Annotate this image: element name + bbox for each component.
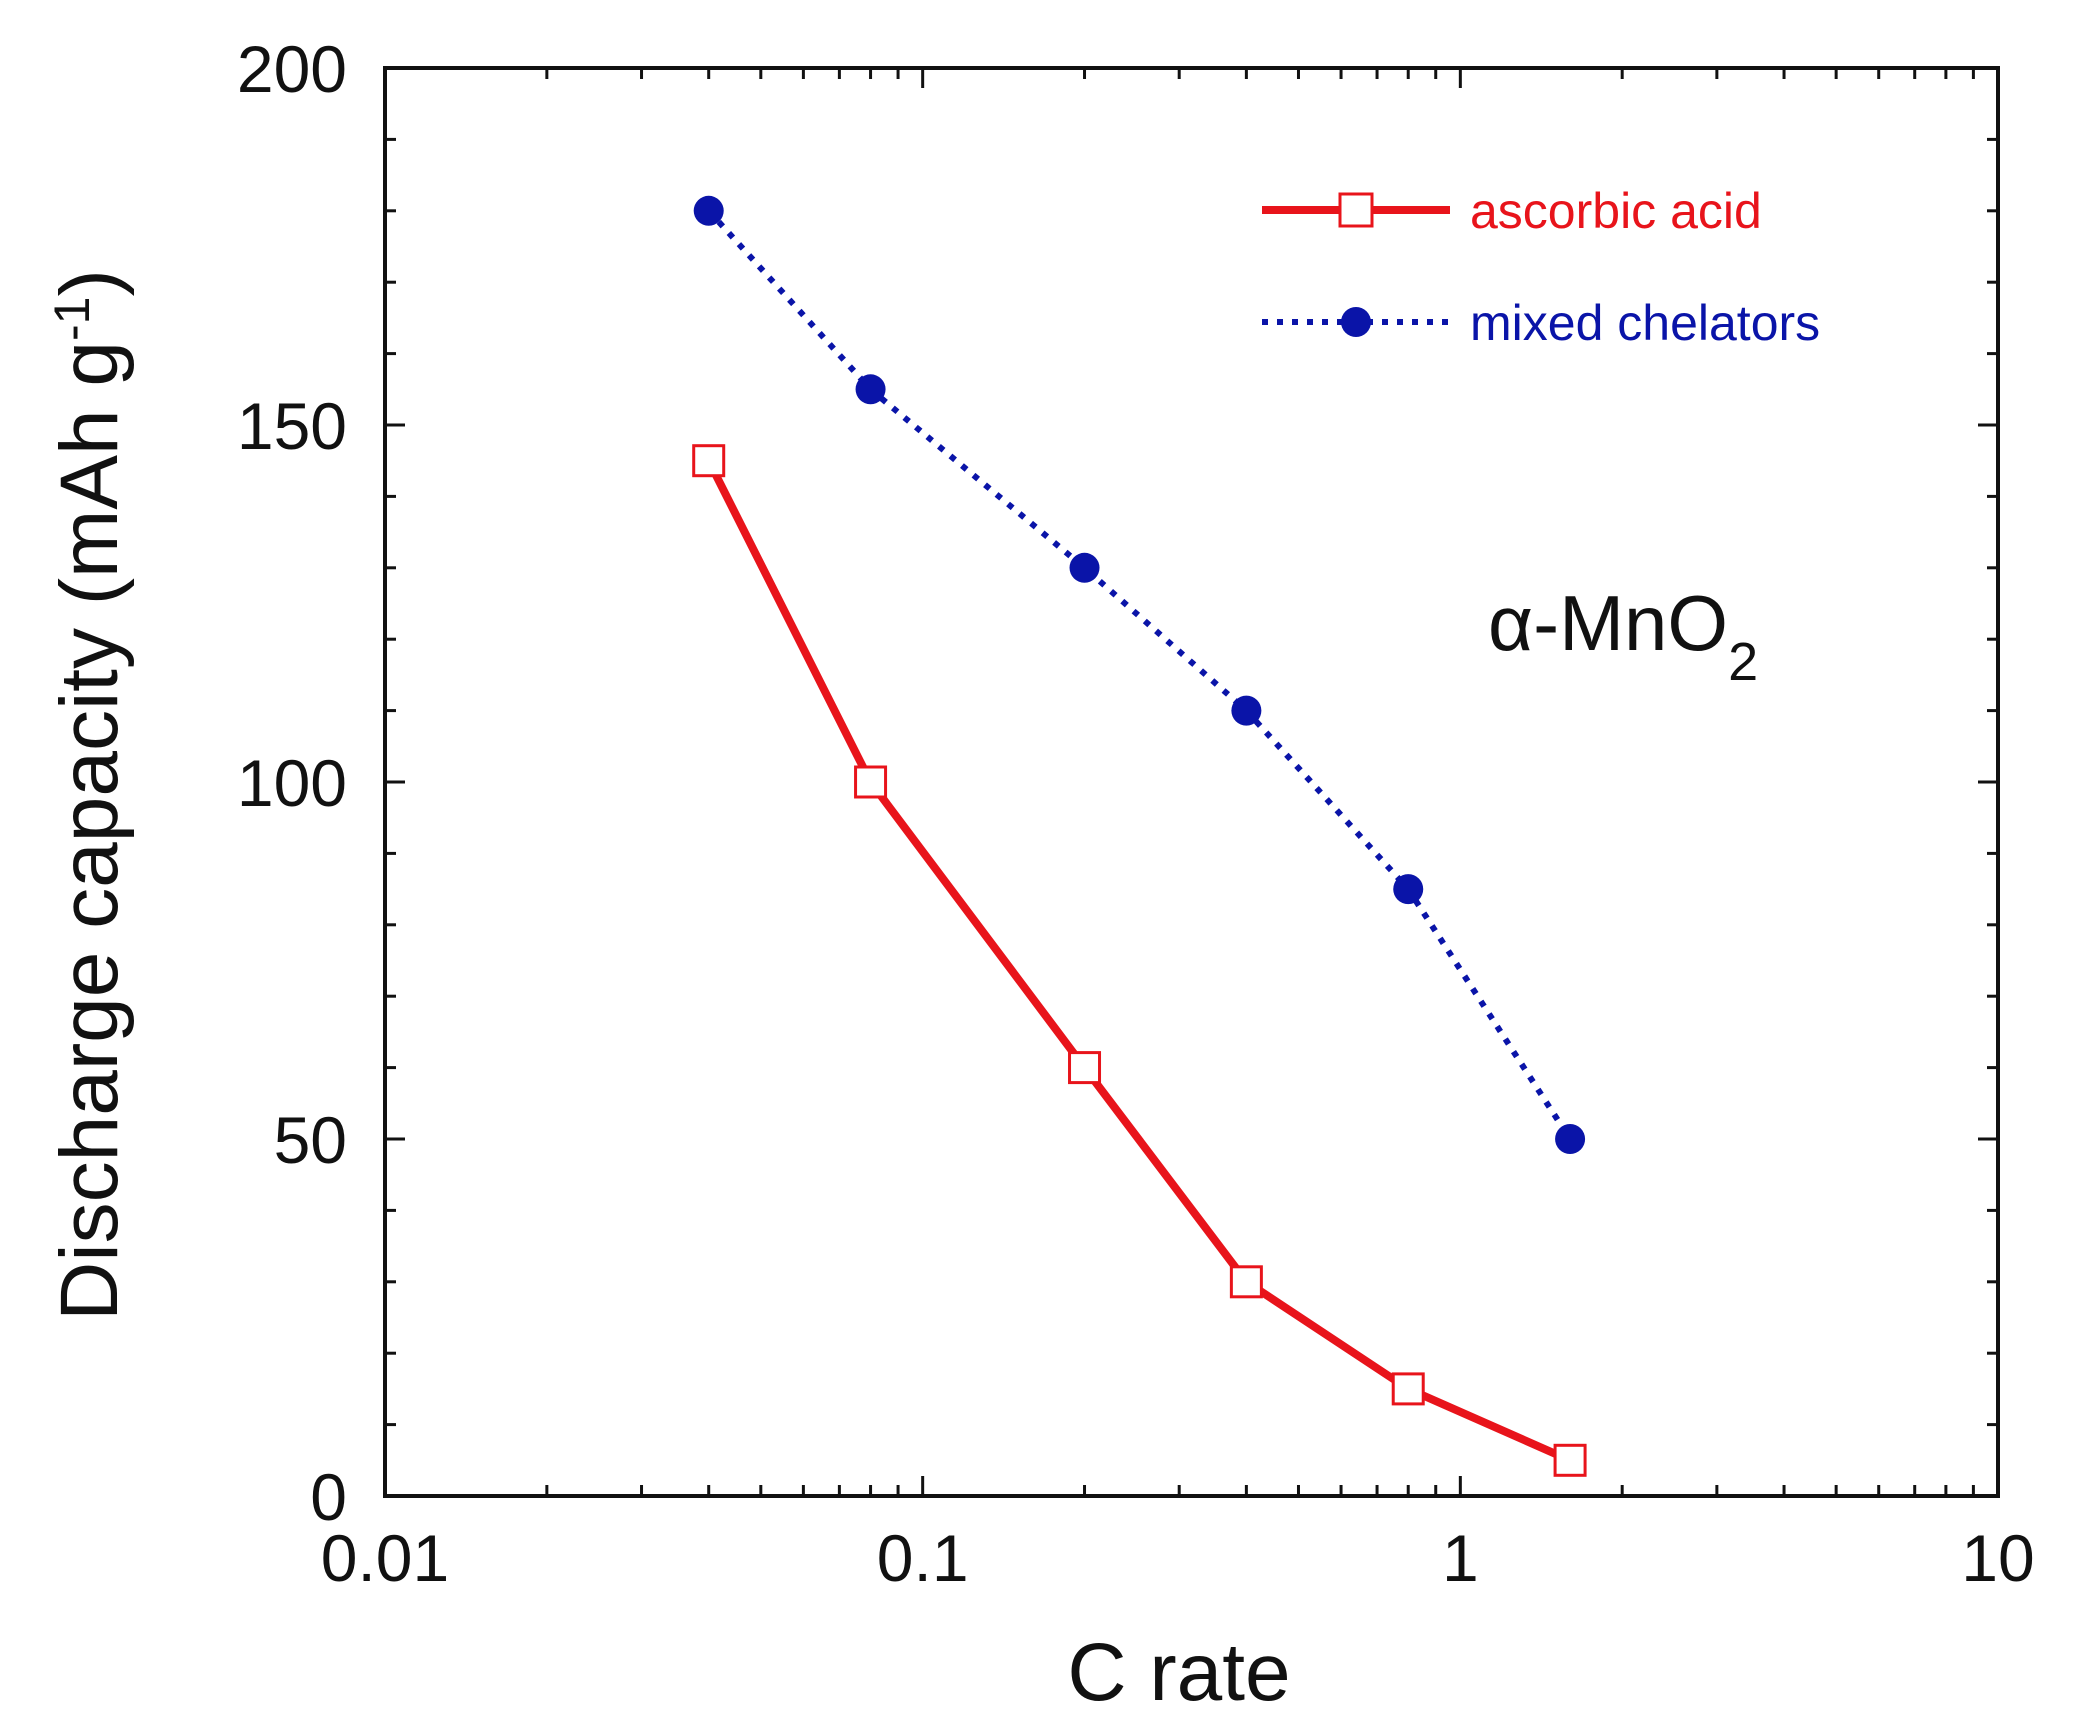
y-tick-label: 0 bbox=[310, 1460, 347, 1534]
legend-marker-mixed-chelators bbox=[1341, 307, 1371, 337]
plot-frame bbox=[383, 66, 2000, 1498]
data-point-mixed-chelators bbox=[1231, 695, 1262, 726]
major-ticks bbox=[383, 66, 2000, 1498]
data-point-ascorbic-acid bbox=[1068, 1051, 1102, 1085]
data-point-ascorbic-acid bbox=[1391, 1372, 1425, 1406]
series-mixed-chelators bbox=[693, 195, 1586, 1154]
series-line-mixed-chelators bbox=[706, 208, 1573, 1141]
data-point-ascorbic-acid bbox=[692, 444, 726, 478]
x-axis-title: C rate bbox=[1067, 1627, 1290, 1718]
y-axis-title: Discharge capacity (mAh g-1) bbox=[44, 269, 135, 1321]
minor-ticks bbox=[385, 68, 1998, 1496]
x-tick-label: 0.01 bbox=[321, 1521, 449, 1595]
y-tick-labels: 0 50 100 150 200 bbox=[237, 32, 347, 1534]
data-point-ascorbic-acid bbox=[854, 765, 888, 799]
x-tick-label: 10 bbox=[1961, 1521, 2034, 1595]
y-tick-label: 100 bbox=[237, 746, 347, 820]
annotation-subscript: 2 bbox=[1728, 632, 1758, 692]
series-ascorbic-acid bbox=[692, 444, 1587, 1477]
data-point-mixed-chelators bbox=[1393, 874, 1424, 905]
data-point-mixed-chelators bbox=[693, 195, 724, 226]
markers-mixed-chelators bbox=[693, 195, 1586, 1154]
data-point-mixed-chelators bbox=[1555, 1124, 1586, 1154]
data-point-ascorbic-acid bbox=[1553, 1443, 1587, 1477]
x-tick-label: 1 bbox=[1442, 1521, 1479, 1595]
y-tick-label: 50 bbox=[274, 1103, 347, 1177]
y-axis-title-superscript: -1 bbox=[44, 297, 100, 341]
legend: ascorbic acid mixed chelators bbox=[1262, 183, 1820, 351]
data-point-mixed-chelators bbox=[1069, 552, 1100, 583]
y-tick-label: 200 bbox=[237, 32, 347, 106]
series-line-ascorbic-acid bbox=[705, 458, 1572, 1464]
y-axis-title-close: ) bbox=[44, 269, 135, 296]
x-tick-label: 0.1 bbox=[877, 1521, 969, 1595]
legend-label-ascorbic-acid: ascorbic acid bbox=[1470, 183, 1762, 239]
data-point-mixed-chelators bbox=[855, 374, 886, 405]
x-tick-labels: 0.01 0.1 1 10 bbox=[321, 1521, 2035, 1595]
annotation-main: α-MnO bbox=[1488, 579, 1728, 667]
y-axis-title-main: Discharge capacity (mAh g bbox=[44, 341, 135, 1321]
y-tick-label: 150 bbox=[237, 389, 347, 463]
annotation-alpha-mno2: α-MnO2 bbox=[1488, 579, 1758, 692]
data-point-ascorbic-acid bbox=[1229, 1265, 1263, 1299]
legend-marker-ascorbic-acid bbox=[1338, 192, 1374, 228]
legend-label-mixed-chelators: mixed chelators bbox=[1470, 295, 1820, 351]
markers-ascorbic-acid bbox=[692, 444, 1587, 1477]
